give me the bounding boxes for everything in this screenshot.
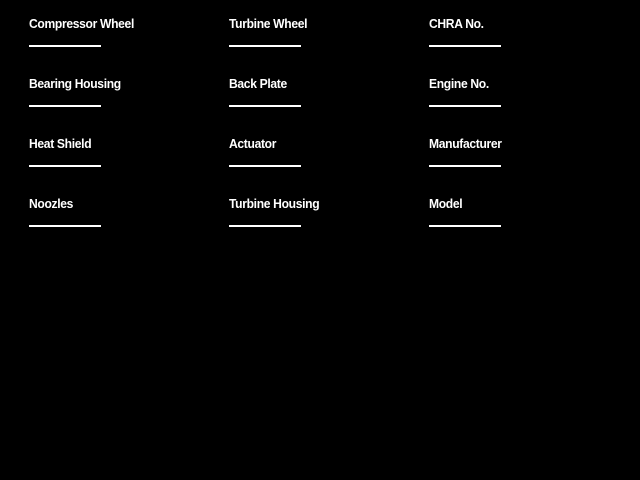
- field-heat-shield[interactable]: Heat Shield: [29, 136, 199, 167]
- field-underline[interactable]: [429, 105, 501, 107]
- field-back-plate[interactable]: Back Plate: [229, 76, 399, 107]
- field-turbine-wheel[interactable]: Turbine Wheel: [229, 16, 399, 47]
- field-underline[interactable]: [229, 225, 301, 227]
- field-underline[interactable]: [429, 225, 501, 227]
- field-underline[interactable]: [429, 165, 501, 167]
- field-underline[interactable]: [429, 45, 501, 47]
- empty-lower-region: [0, 240, 640, 480]
- field-actuator[interactable]: Actuator: [229, 136, 399, 167]
- field-label: Noozles: [29, 196, 74, 211]
- field-underline[interactable]: [229, 45, 301, 47]
- field-underline[interactable]: [29, 105, 101, 107]
- field-chra-no[interactable]: CHRA No.: [429, 16, 599, 47]
- field-underline[interactable]: [29, 45, 101, 47]
- field-noozles[interactable]: Noozles: [29, 196, 199, 227]
- field-label: Back Plate: [229, 76, 287, 91]
- field-engine-no[interactable]: Engine No.: [429, 76, 599, 107]
- field-underline[interactable]: [229, 105, 301, 107]
- field-underline[interactable]: [29, 165, 101, 167]
- field-underline[interactable]: [29, 225, 101, 227]
- field-label: Engine No.: [429, 76, 489, 91]
- field-compressor-wheel[interactable]: Compressor Wheel: [29, 16, 199, 47]
- field-label: Bearing Housing: [29, 76, 121, 91]
- field-turbine-housing[interactable]: Turbine Housing: [229, 196, 399, 227]
- field-bearing-housing[interactable]: Bearing Housing: [29, 76, 199, 107]
- field-label: Manufacturer: [429, 136, 502, 151]
- field-label: Compressor Wheel: [29, 16, 134, 31]
- field-grid: Compressor Wheel Turbine Wheel CHRA No. …: [29, 16, 599, 227]
- field-label: Turbine Wheel: [229, 16, 308, 31]
- field-label: Turbine Housing: [229, 196, 320, 211]
- field-label: Model: [429, 196, 463, 211]
- field-label: CHRA No.: [429, 16, 484, 31]
- field-model[interactable]: Model: [429, 196, 599, 227]
- field-label: Actuator: [229, 136, 277, 151]
- field-underline[interactable]: [229, 165, 301, 167]
- field-manufacturer[interactable]: Manufacturer: [429, 136, 599, 167]
- field-label: Heat Shield: [29, 136, 92, 151]
